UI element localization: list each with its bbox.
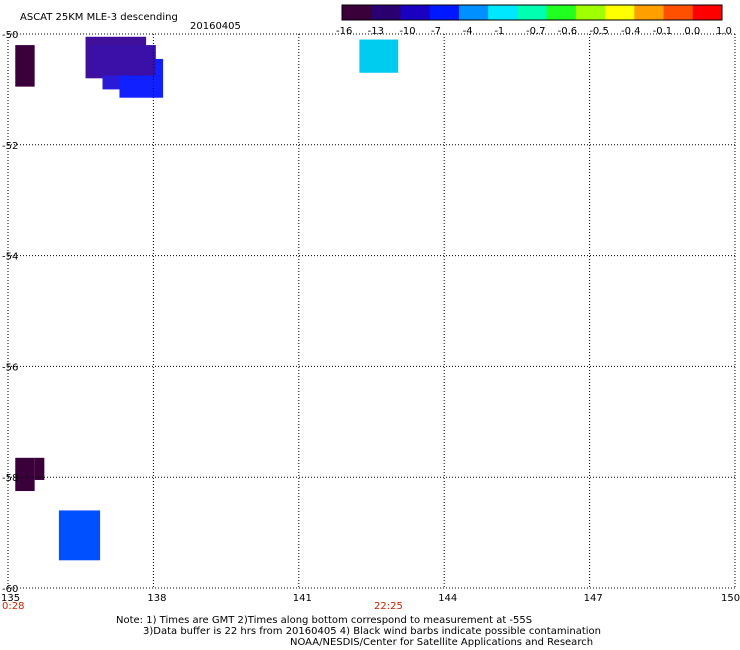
x-tick-label: 147 xyxy=(584,593,603,604)
x-tick-label: 138 xyxy=(147,593,166,604)
colorbar-swatch-3 xyxy=(429,5,460,20)
colorbar-swatch-11 xyxy=(663,5,694,20)
colorbar-label: -0.6 xyxy=(558,26,578,37)
data-cell-0 xyxy=(15,45,35,87)
colorbar-swatch-1 xyxy=(371,5,401,20)
colorbar-label: 1.0 xyxy=(716,26,732,37)
colorbar-swatch-6 xyxy=(517,5,548,20)
y-tick-label: -60 xyxy=(2,584,18,595)
colorbar-label: -0.7 xyxy=(526,26,546,37)
time-label-start: 0:28 xyxy=(2,601,24,612)
note-line-2: 3)Data buffer is 22 hrs from 20160405 4)… xyxy=(143,626,601,637)
chart-date: 20160405 xyxy=(190,21,241,32)
colorbar-swatch-4 xyxy=(458,5,489,20)
data-cell-8 xyxy=(58,510,101,561)
colorbar: -16 -13 -10 -7 -4 -1 -0.7 -0.6 -0.5 -0.4 -0.1 0.0 1.… xyxy=(336,4,732,37)
colorbar-swatch-12 xyxy=(692,5,723,20)
y-tick-label: -56 xyxy=(2,362,18,373)
data-cell-5 xyxy=(359,39,399,73)
colorbar-swatch-8 xyxy=(575,5,606,20)
colorbar-label: 0.0 xyxy=(684,26,700,37)
colorbar-label: -4 xyxy=(463,26,473,37)
colorbar-frame xyxy=(341,4,723,21)
y-tick-label: -52 xyxy=(2,141,18,152)
y-tick-label: -54 xyxy=(2,252,18,263)
note-line-3: NOAA/NESDIS/Center for Satellite Applica… xyxy=(290,637,594,648)
y-tick-label: -50 xyxy=(2,30,18,41)
x-tick-label: 150 xyxy=(721,593,740,604)
colorbar-swatch-0 xyxy=(342,5,372,20)
data-cell-7 xyxy=(34,457,45,480)
colorbar-label: -10 xyxy=(399,26,415,37)
x-tick-label: 144 xyxy=(438,593,457,604)
colorbar-swatch-2 xyxy=(400,5,431,20)
data-cells xyxy=(15,36,399,561)
colorbar-label: -0.1 xyxy=(653,26,673,37)
colorbar-swatch-5 xyxy=(488,5,518,20)
colorbar-label: -1 xyxy=(494,26,504,37)
chart-title: ASCAT 25KM MLE-3 descending xyxy=(20,12,178,23)
colorbar-label: -13 xyxy=(368,26,384,37)
data-cell-4 xyxy=(90,45,156,76)
grid-lines xyxy=(7,33,736,589)
note-line-1: Note: 1) Times are GMT 2)Times along bot… xyxy=(116,615,533,626)
colorbar-swatch-7 xyxy=(546,5,577,20)
data-cell-6 xyxy=(15,457,35,492)
colorbar-swatch-10 xyxy=(634,5,665,20)
colorbar-label: -0.4 xyxy=(621,26,641,37)
time-label-mid: 22:25 xyxy=(374,601,403,612)
colorbar-label: -7 xyxy=(431,26,441,37)
x-tick-label: 141 xyxy=(293,593,312,604)
y-tick-label: -58 xyxy=(2,473,18,484)
colorbar-label: -0.5 xyxy=(589,26,609,37)
x-tick-label: 135 xyxy=(1,593,20,604)
colorbar-swatch-9 xyxy=(605,5,635,20)
colorbar-label: -16 xyxy=(336,26,352,37)
